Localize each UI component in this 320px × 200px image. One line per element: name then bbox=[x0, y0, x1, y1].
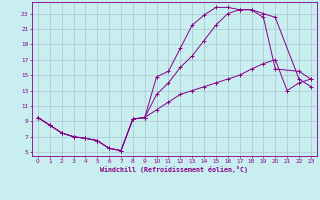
X-axis label: Windchill (Refroidissement éolien,°C): Windchill (Refroidissement éolien,°C) bbox=[100, 166, 248, 173]
